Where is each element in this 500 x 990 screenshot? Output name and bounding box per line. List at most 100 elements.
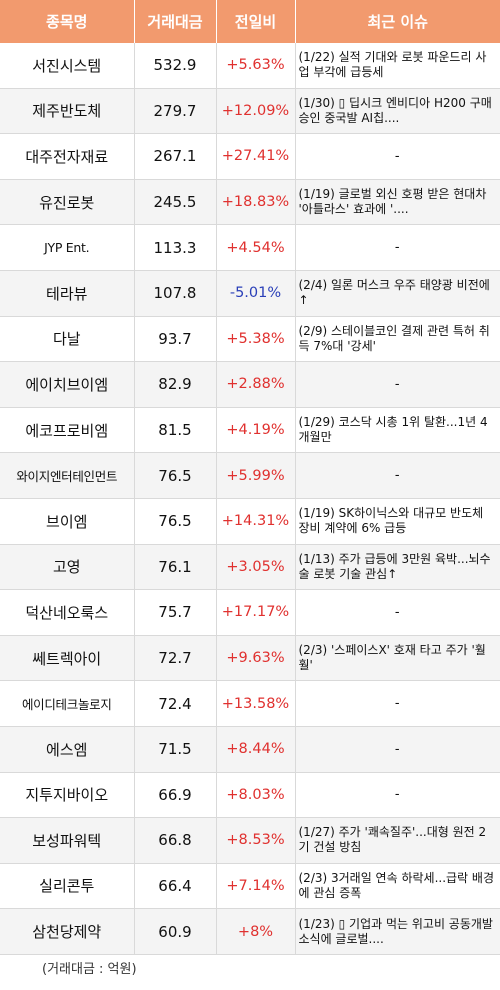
table-row: 와이지엔터테인먼트 76.5 +5.99% - bbox=[0, 452, 500, 499]
recent-issue: - bbox=[295, 680, 500, 727]
trade-volume: 71.5 bbox=[134, 726, 217, 773]
recent-issue[interactable]: (2/9) 스테이블코인 결제 관련 특허 취득 7%대 '강세' bbox=[295, 316, 500, 363]
recent-issue[interactable]: (1/22) 실적 기대와 로봇 파운드리 사업 부각에 급등세 bbox=[295, 43, 500, 89]
price-change: +5.38% bbox=[216, 316, 296, 363]
trade-volume: 93.7 bbox=[134, 316, 217, 363]
stock-name[interactable]: 덕산네오룩스 bbox=[0, 589, 135, 636]
table-row: 테라뷰 107.8 -5.01% (2/4) 일론 머스크 우주 태양광 비전에 ↑ bbox=[0, 270, 500, 317]
table-row: JYP Ent. 113.3 +4.54% - bbox=[0, 224, 500, 271]
table-row: 지투지바이오 66.9 +8.03% - bbox=[0, 772, 500, 819]
table-row: 유진로봇 245.5 +18.83% (1/19) 글로벌 외신 호평 받은 현대차 … bbox=[0, 179, 500, 226]
stock-name[interactable]: 에스엠 bbox=[0, 726, 135, 773]
header-volume: 거래대금 bbox=[134, 0, 217, 43]
stock-name[interactable]: 고영 bbox=[0, 544, 135, 591]
trade-volume: 107.8 bbox=[134, 270, 217, 317]
recent-issue[interactable]: (2/3) 3거래일 연속 하락세...급락 배경에 관심 증폭 bbox=[295, 863, 500, 910]
stock-table: 종목명 거래대금 전일비 최근 이슈 서진시스템 532.9 +5.63% (1/22… bbox=[0, 0, 500, 955]
price-change: +9.63% bbox=[216, 635, 296, 682]
table-row: 고영 76.1 +3.05% (1/13) 주가 급등에 3만원 육박...뇌수술 로… bbox=[0, 544, 500, 591]
trade-volume: 76.5 bbox=[134, 498, 217, 545]
stock-name[interactable]: JYP Ent. bbox=[0, 224, 135, 271]
price-change: +5.99% bbox=[216, 452, 296, 499]
table-row: 제주반도체 279.7 +12.09% (1/30) ▯ 딥시크 엔비디아 H200 … bbox=[0, 88, 500, 135]
footnote: (거래대금 : 억원) bbox=[42, 962, 137, 977]
recent-issue[interactable]: (2/4) 일론 머스크 우주 태양광 비전에 ↑ bbox=[295, 270, 500, 317]
stock-name[interactable]: 테라뷰 bbox=[0, 270, 135, 317]
trade-volume: 72.7 bbox=[134, 635, 217, 682]
recent-issue-text: - bbox=[394, 240, 400, 256]
recent-issue: - bbox=[295, 452, 500, 499]
recent-issue-text: - bbox=[394, 604, 400, 620]
stock-name[interactable]: 브이엠 bbox=[0, 498, 135, 545]
price-change: -5.01% bbox=[216, 270, 296, 317]
recent-issue-text: (2/4) 일론 머스크 우주 태양광 비전에 ↑ bbox=[298, 278, 490, 308]
header-change: 전일비 bbox=[216, 0, 296, 43]
trade-volume: 75.7 bbox=[134, 589, 217, 636]
price-change: +8.53% bbox=[216, 817, 296, 864]
price-change: +8.44% bbox=[216, 726, 296, 773]
table-header: 종목명 거래대금 전일비 최근 이슈 bbox=[0, 0, 500, 43]
stock-name[interactable]: 삼천당제약 bbox=[0, 908, 135, 955]
recent-issue[interactable]: (1/19) 글로벌 외신 호평 받은 현대차 '아틀라스' 효과에 '.... bbox=[295, 179, 500, 226]
stock-name[interactable]: 에코프로비엠 bbox=[0, 407, 135, 454]
price-change: +8% bbox=[216, 908, 296, 955]
recent-issue-text: (2/3) 3거래일 연속 하락세...급락 배경에 관심 증폭 bbox=[298, 870, 495, 900]
trade-volume: 76.5 bbox=[134, 452, 217, 499]
price-change: +18.83% bbox=[216, 179, 296, 226]
table-row: 삼천당제약 60.9 +8% (1/23) ▯ 기업과 먹는 위고비 공동개발 소식에… bbox=[0, 908, 500, 955]
stock-name[interactable]: 와이지엔터테인먼트 bbox=[0, 452, 135, 499]
stock-name[interactable]: 다날 bbox=[0, 316, 135, 363]
stock-name[interactable]: 제주반도체 bbox=[0, 88, 135, 135]
price-change: +12.09% bbox=[216, 88, 296, 135]
recent-issue[interactable]: (1/29) 코스닥 시총 1위 탈환...1년 4개월만 bbox=[295, 407, 500, 454]
recent-issue: - bbox=[295, 772, 500, 819]
recent-issue-text: (1/19) 글로벌 외신 호평 받은 현대차 '아틀라스' 효과에 '.... bbox=[298, 187, 487, 217]
stock-name[interactable]: 대주전자재료 bbox=[0, 133, 135, 180]
recent-issue-text: (1/23) ▯ 기업과 먹는 위고비 공동개발 소식에 글로벌.... bbox=[298, 916, 493, 946]
recent-issue[interactable]: (2/3) '스페이스X' 호재 타고 주가 '훨훨' bbox=[295, 635, 500, 682]
trade-volume: 66.4 bbox=[134, 863, 217, 910]
table-row: 다날 93.7 +5.38% (2/9) 스테이블코인 결제 관련 특허 취득 7%대… bbox=[0, 316, 500, 363]
trade-volume: 72.4 bbox=[134, 680, 217, 727]
trade-volume: 82.9 bbox=[134, 361, 217, 408]
price-change: +8.03% bbox=[216, 772, 296, 819]
price-change: +4.19% bbox=[216, 407, 296, 454]
stock-name[interactable]: 지투지바이오 bbox=[0, 772, 135, 819]
header-issue: 최근 이슈 bbox=[295, 0, 500, 43]
price-change: +2.88% bbox=[216, 361, 296, 408]
recent-issue-text: (1/27) 주가 '쾌속질주'...대형 원전 2기 건설 방침 bbox=[298, 825, 487, 855]
table-row: 덕산네오룩스 75.7 +17.17% - bbox=[0, 589, 500, 636]
recent-issue[interactable]: (1/13) 주가 급등에 3만원 육박...뇌수술 로봇 기술 관심↑ bbox=[295, 544, 500, 591]
table-row: 브이엠 76.5 +14.31% (1/19) SK하이닉스와 대규모 반도체 장비 … bbox=[0, 498, 500, 545]
price-change: +4.54% bbox=[216, 224, 296, 271]
recent-issue: - bbox=[295, 224, 500, 271]
stock-name[interactable]: 실리콘투 bbox=[0, 863, 135, 910]
trade-volume: 279.7 bbox=[134, 88, 217, 135]
table-row: 에이치브이엠 82.9 +2.88% - bbox=[0, 361, 500, 408]
trade-volume: 76.1 bbox=[134, 544, 217, 591]
stock-name[interactable]: 쎄트렉아이 bbox=[0, 635, 135, 682]
stock-name[interactable]: 에이디테크놀로지 bbox=[0, 680, 135, 727]
recent-issue-text: (1/19) SK하이닉스와 대규모 반도체 장비 계약에 6% 급등 bbox=[298, 506, 484, 536]
recent-issue[interactable]: (1/27) 주가 '쾌속질주'...대형 원전 2기 건설 방침 bbox=[295, 817, 500, 864]
recent-issue: - bbox=[295, 589, 500, 636]
stock-name[interactable]: 에이치브이엠 bbox=[0, 361, 135, 408]
price-change: +14.31% bbox=[216, 498, 296, 545]
recent-issue[interactable]: (1/30) ▯ 딥시크 엔비디아 H200 구매 승인 중국발 AI칩.... bbox=[295, 88, 500, 135]
stock-name[interactable]: 보성파워텍 bbox=[0, 817, 135, 864]
price-change: +13.58% bbox=[216, 680, 296, 727]
trade-volume: 81.5 bbox=[134, 407, 217, 454]
recent-issue-text: - bbox=[394, 787, 400, 803]
table-row: 서진시스템 532.9 +5.63% (1/22) 실적 기대와 로봇 파운드리 사업… bbox=[0, 43, 500, 89]
price-change: +17.17% bbox=[216, 589, 296, 636]
table-row: 대주전자재료 267.1 +27.41% - bbox=[0, 133, 500, 180]
trade-volume: 267.1 bbox=[134, 133, 217, 180]
recent-issue[interactable]: (1/23) ▯ 기업과 먹는 위고비 공동개발 소식에 글로벌.... bbox=[295, 908, 500, 955]
stock-name[interactable]: 서진시스템 bbox=[0, 43, 135, 89]
table-row: 쎄트렉아이 72.7 +9.63% (2/3) '스페이스X' 호재 타고 주가 '훨… bbox=[0, 635, 500, 682]
recent-issue-text: (1/29) 코스닥 시총 1위 탈환...1년 4개월만 bbox=[298, 415, 488, 445]
recent-issue[interactable]: (1/19) SK하이닉스와 대규모 반도체 장비 계약에 6% 급등 bbox=[295, 498, 500, 545]
trade-volume: 66.9 bbox=[134, 772, 217, 819]
stock-name[interactable]: 유진로봇 bbox=[0, 179, 135, 226]
